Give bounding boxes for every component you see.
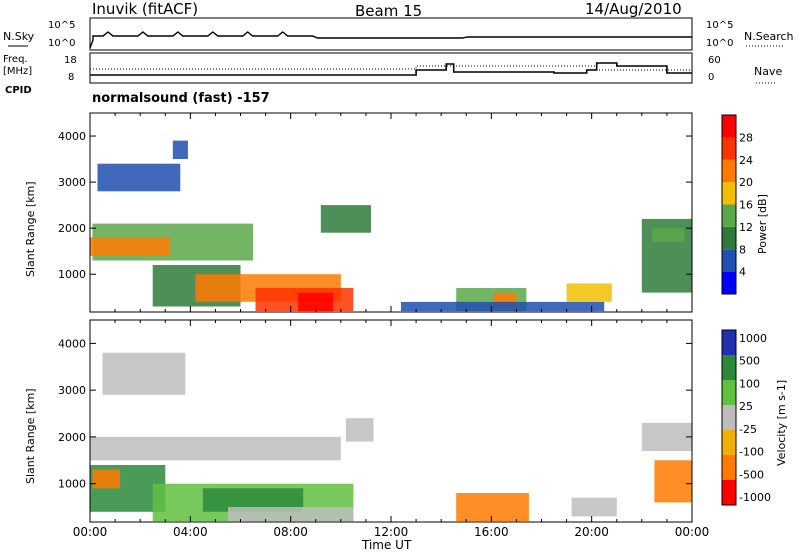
xtick-label-1: 04:00 xyxy=(173,525,208,539)
velocity-region-0 xyxy=(90,436,341,461)
velocity-region-9 xyxy=(571,497,617,517)
velocity-ytick-label-1: 2000 xyxy=(58,431,86,444)
power-colorbar-tick-2: 12 xyxy=(739,221,753,234)
freq-unit-label: [MHz] xyxy=(3,66,33,77)
power-region-14 xyxy=(401,301,605,312)
power-region-1 xyxy=(90,237,171,256)
freq-panel-frame xyxy=(89,52,693,84)
power-ytick-label-3: 4000 xyxy=(58,130,86,143)
velocity-colorbar-tick-6: -500 xyxy=(739,468,764,481)
power-region-6 xyxy=(97,163,181,192)
velocity-region-8 xyxy=(456,493,529,522)
cpid-label: CPID xyxy=(5,85,32,96)
nsky-top-tick: 10^5 xyxy=(48,20,76,31)
velocity-region-2 xyxy=(92,469,121,489)
velocity-colorbar-tick-2: 100 xyxy=(739,377,760,390)
power-colorbar-swatch-4 xyxy=(722,182,736,205)
power-colorbar-swatch-5 xyxy=(722,159,736,183)
velocity-ytick-label-2: 3000 xyxy=(58,384,86,397)
xtick-label-2: 08:00 xyxy=(273,525,308,539)
velocity-colorbar-label: Velocity [m s-1] xyxy=(775,379,788,466)
power-colorbar-label: Power [dB] xyxy=(756,194,769,254)
velocity-colorbar-frame xyxy=(721,329,737,506)
velocity-colorbar-tick-7: -1000 xyxy=(739,491,771,504)
velocity-region-10 xyxy=(641,422,692,451)
velocity-colorbar-tick-0: 1000 xyxy=(739,332,767,345)
nave-trace xyxy=(90,65,692,71)
power-ytick-label-0: 1000 xyxy=(58,268,86,281)
nave-bottom-tick: 0 xyxy=(708,72,715,83)
power-colorbar-swatch-1 xyxy=(722,249,736,272)
xtick-label-5: 20:00 xyxy=(574,525,609,539)
velocity-colorbar-tick-1: 500 xyxy=(739,355,760,368)
power-colorbar-swatch-3 xyxy=(722,204,736,227)
station-title: Inuvik (fitACF) xyxy=(92,0,199,18)
freq-label: Freq. xyxy=(3,54,28,65)
nave-top-tick: 60 xyxy=(708,55,721,66)
nave-label: Nave xyxy=(754,65,783,78)
velocity-colorbar-tick-3: 25 xyxy=(739,400,753,413)
power-ytick-label-1: 2000 xyxy=(58,222,86,235)
velocity-region-5 xyxy=(228,507,354,521)
velocity-colorbar-swatch-4 xyxy=(722,430,736,455)
velocity-colorbar-swatch-0 xyxy=(722,330,736,355)
nsky-panel-frame xyxy=(89,17,693,51)
power-region-11 xyxy=(566,283,612,302)
power-region-13 xyxy=(651,228,685,242)
power-colorbar-tick-0: 4 xyxy=(739,266,746,279)
power-colorbar-swatch-2 xyxy=(722,226,736,250)
freq-top-tick: 18 xyxy=(64,55,77,66)
xtick-label-3: 12:00 xyxy=(374,525,409,539)
freq-trace xyxy=(90,62,692,76)
freq-bottom-tick: 8 xyxy=(68,72,75,83)
velocity-colorbar-swatch-2 xyxy=(722,380,736,405)
velocity-colorbar-swatch-6 xyxy=(722,480,736,505)
power-colorbar-tick-3: 16 xyxy=(739,199,753,212)
power-ytick-label-2: 3000 xyxy=(58,176,86,189)
velocity-region-6 xyxy=(102,352,186,395)
velocity-colorbar-tick-4: -25 xyxy=(739,423,757,436)
nsearch-label: N.Search xyxy=(744,30,794,43)
velocity-ytick-label-0: 1000 xyxy=(58,478,86,491)
velocity-region-4 xyxy=(202,488,304,512)
power-colorbar-swatch-6 xyxy=(722,137,736,160)
xtick-label-0: 00:00 xyxy=(73,525,108,539)
power-region-7 xyxy=(172,140,188,159)
nsky-bottom-tick: 10^0 xyxy=(48,38,76,49)
power-colorbar-swatch-0 xyxy=(722,271,736,294)
velocity-colorbar-swatch-1 xyxy=(722,355,736,380)
power-colorbar-tick-5: 24 xyxy=(739,154,753,167)
velocity-ytick-label-3: 4000 xyxy=(58,337,86,350)
nsky-trace xyxy=(89,31,692,49)
velocity-ylabel: Slant Range [km] xyxy=(24,388,37,484)
xaxis-label: Time UT xyxy=(362,538,412,552)
power-colorbar-swatch-7 xyxy=(722,115,736,138)
nsearch-top-tick: 10^5 xyxy=(706,20,734,31)
velocity-colorbar-swatch-5 xyxy=(722,455,736,480)
power-colorbar-frame xyxy=(721,114,737,295)
power-region-5 xyxy=(298,292,334,312)
power-region-8 xyxy=(320,205,371,233)
power-colorbar-tick-6: 28 xyxy=(739,131,753,144)
power-colorbar-tick-1: 8 xyxy=(739,243,746,256)
xtick-label-4: 16:00 xyxy=(474,525,509,539)
power-colorbar-tick-4: 20 xyxy=(739,176,753,189)
velocity-colorbar-tick-5: -100 xyxy=(739,446,764,459)
velocity-colorbar-swatch-3 xyxy=(722,405,736,430)
nsearch-bottom-tick: 10^0 xyxy=(706,38,734,49)
power-ylabel: Slant Range [km] xyxy=(24,181,37,277)
xtick-label-6: 00:00 xyxy=(675,525,710,539)
cpid-text: normalsound (fast) -157 xyxy=(92,91,270,106)
velocity-region-7 xyxy=(345,418,374,442)
velocity-region-11 xyxy=(654,460,692,503)
nsky-label: N.Sky xyxy=(3,30,35,43)
beam-title: Beam 15 xyxy=(355,2,423,20)
date-title: 14/Aug/2010 xyxy=(585,0,682,18)
